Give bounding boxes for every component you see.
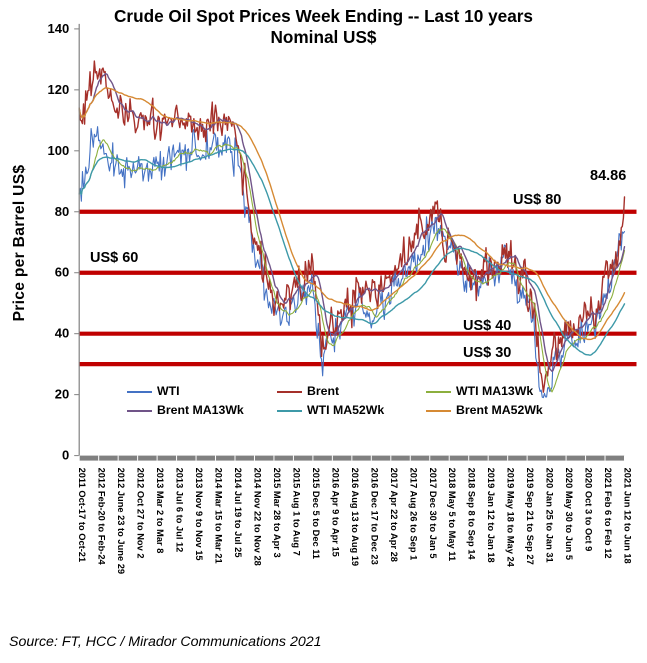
svg-text:2012 June 23 to June 29: 2012 June 23 to June 29 bbox=[116, 468, 126, 574]
svg-text:140: 140 bbox=[47, 21, 69, 36]
svg-text:2014 Mar 15 to Mar 21: 2014 Mar 15 to Mar 21 bbox=[214, 468, 224, 564]
svg-text:2020 Oct 3 to Oct 9: 2020 Oct 3 to Oct 9 bbox=[584, 468, 594, 552]
svg-text:2019 May 18 to May 24: 2019 May 18 to May 24 bbox=[506, 468, 516, 568]
svg-text:2015 Aug 1 to Aug 7: 2015 Aug 1 to Aug 7 bbox=[291, 468, 301, 556]
svg-text:2016 Apr 9 to Apr 15: 2016 Apr 9 to Apr 15 bbox=[330, 468, 340, 557]
svg-text:2014 Jul 19 to Jul 25: 2014 Jul 19 to Jul 25 bbox=[233, 468, 243, 558]
svg-text:20: 20 bbox=[55, 387, 69, 402]
svg-text:2017 Dec 30 to Jan 5: 2017 Dec 30 to Jan 5 bbox=[428, 468, 438, 559]
svg-text:2013 Jul 6 to Jul 12: 2013 Jul 6 to Jul 12 bbox=[175, 468, 185, 553]
svg-text:2016 Aug 13 to Aug 19: 2016 Aug 13 to Aug 19 bbox=[350, 468, 360, 567]
svg-text:60: 60 bbox=[55, 265, 69, 280]
svg-text:2017 Aug 26 to Sep 1: 2017 Aug 26 to Sep 1 bbox=[408, 468, 418, 561]
svg-text:40: 40 bbox=[55, 326, 69, 341]
svg-text:2018 May 5 to May 11: 2018 May 5 to May 11 bbox=[447, 468, 457, 562]
svg-text:2012 Oct 27 to Nov 2: 2012 Oct 27 to Nov 2 bbox=[136, 468, 146, 559]
svg-text:2019 Jan 12 to Jan 18: 2019 Jan 12 to Jan 18 bbox=[486, 468, 496, 563]
svg-text:2017 Apr 22 to Apr 28: 2017 Apr 22 to Apr 28 bbox=[389, 468, 399, 562]
svg-text:0: 0 bbox=[62, 448, 69, 463]
svg-text:2020 Jan 25 to Jan 31: 2020 Jan 25 to Jan 31 bbox=[545, 468, 555, 563]
svg-text:2021 Jun 12 to Jun 18: 2021 Jun 12 to Jun 18 bbox=[623, 468, 633, 564]
svg-text:2021 Feb 6 to Feb 12: 2021 Feb 6 to Feb 12 bbox=[603, 468, 613, 559]
svg-text:2019 Sep 21 to Sep 27: 2019 Sep 21 to Sep 27 bbox=[525, 468, 535, 565]
svg-text:120: 120 bbox=[47, 82, 69, 97]
svg-text:80: 80 bbox=[55, 204, 69, 219]
svg-text:2011 Oct-17 to Oct-21: 2011 Oct-17 to Oct-21 bbox=[77, 468, 87, 563]
svg-text:2016 Dec 17 to Dec 23: 2016 Dec 17 to Dec 23 bbox=[369, 468, 379, 565]
svg-text:2013 Mar 2 to Mar 8: 2013 Mar 2 to Mar 8 bbox=[155, 468, 165, 554]
svg-text:2014 Nov 22 to Nov 28: 2014 Nov 22 to Nov 28 bbox=[252, 468, 262, 566]
svg-text:2020 May 30 to Jun 5: 2020 May 30 to Jun 5 bbox=[564, 468, 574, 560]
svg-text:100: 100 bbox=[47, 143, 69, 158]
svg-text:2012 Feb-20 to Feb-24: 2012 Feb-20 to Feb-24 bbox=[97, 468, 107, 566]
svg-text:2015 Dec 5 to Dec 11: 2015 Dec 5 to Dec 11 bbox=[311, 468, 321, 559]
svg-text:2013 Nov 9 to Nov 15: 2013 Nov 9 to Nov 15 bbox=[194, 468, 204, 561]
svg-text:2015 Mar 28 to Apr 3: 2015 Mar 28 to Apr 3 bbox=[272, 468, 282, 558]
svg-text:2018 Sep 8 to Sep 14: 2018 Sep 8 to Sep 14 bbox=[467, 468, 477, 561]
